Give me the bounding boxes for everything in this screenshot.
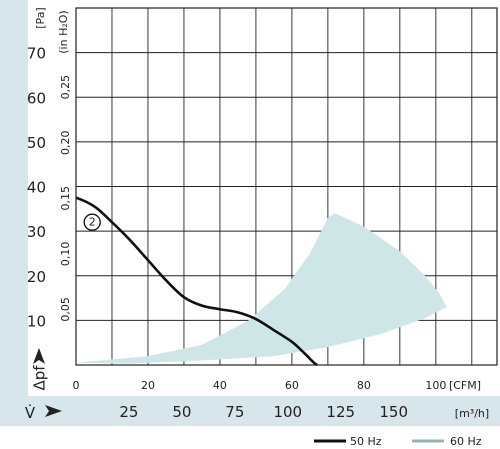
y-pa-tick-label: 20 [27,268,46,286]
x-cfm-tick-label: 60 [285,379,299,392]
x-m3h-tick-label: 125 [326,403,355,421]
series-50hz-line [75,196,318,367]
y-pa-tick-label: 70 [27,45,46,63]
x-m3h-tick-label: 50 [172,403,191,421]
plot-border [75,7,498,366]
y-unit-inh2o: (in H₂O) [57,10,70,53]
x-axis-m3h-ticks: 25 50 75 100 125 150 [119,403,408,421]
y-pa-tick-label: 30 [27,223,46,241]
y-axis-inh2o-ticks: 0,05 0,10 0,15 0,20 0,25 [59,75,72,322]
y-pa-tick-label: 50 [27,134,46,152]
series-60hz [76,213,447,364]
x-axis-arrow-icon [45,405,62,417]
y-axis-arrow-icon [33,348,45,364]
x-unit-cfm: [CFM] [449,379,481,392]
y-inh2o-tick-label: 0,05 [59,297,72,322]
x-m3h-tick-label: 100 [273,403,302,421]
bottom-axis-band [0,396,500,426]
x-axis-cfm-ticks: 0 20 40 60 80 100 [73,379,447,392]
y-inh2o-tick-label: 0,20 [59,130,72,155]
x-cfm-tick-label: 80 [357,379,371,392]
y-pa-tick-label: 60 [27,89,46,107]
x-m3h-tick-label: 150 [379,403,408,421]
x-m3h-tick-label: 75 [225,403,244,421]
legend-50hz-label: 50 Hz [350,435,382,448]
x-cfm-tick-label: 20 [141,379,155,392]
y-pa-tick-label: 10 [27,312,46,330]
curve-number-label: 2 [89,216,96,229]
x-cfm-tick-label: 100 [425,379,446,392]
y-inh2o-tick-label: 0,15 [59,186,72,211]
x-axis-label: V̇ [25,403,36,422]
series-50hz [75,196,318,367]
x-cfm-tick-label: 40 [213,379,227,392]
x-m3h-tick-label: 25 [119,403,138,421]
y-axis-label: Δpf [31,365,49,391]
y-unit-pa: [Pa] [34,7,47,28]
y-pa-tick-label: 40 [27,179,46,197]
x-unit-m3h: [m³/h] [455,407,489,420]
plot-frame [75,7,498,366]
y-inh2o-tick-label: 0,25 [59,75,72,100]
series-60hz-area [76,213,447,364]
left-axis-band [0,0,28,396]
curve-number-marker [83,213,101,231]
y-axis-pa-ticks: 10 20 30 40 50 60 70 [27,45,46,331]
legend-60hz-label: 60 Hz [450,435,482,448]
x-cfm-tick-label: 0 [73,379,80,392]
y-inh2o-tick-label: 0,10 [59,242,72,267]
